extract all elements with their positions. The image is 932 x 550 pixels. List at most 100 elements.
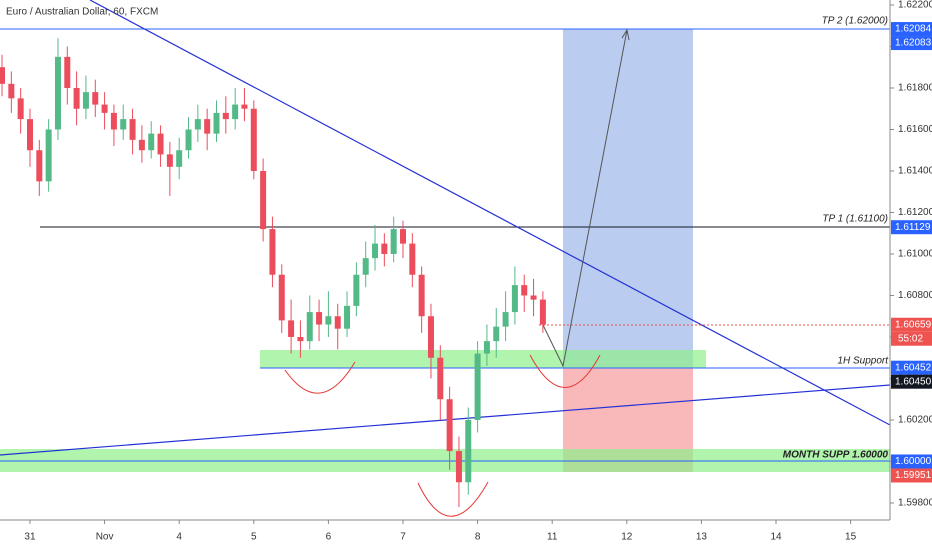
candle-body [120, 119, 127, 130]
candle-body [381, 243, 388, 254]
price-tag [891, 360, 932, 375]
candle-body [362, 258, 369, 275]
candle-body [54, 56, 61, 130]
candle-body [353, 274, 360, 306]
x-tick-label: 4 [176, 532, 182, 543]
candle-body [92, 92, 99, 105]
candle-body [455, 451, 462, 483]
candle-body [138, 139, 145, 151]
y-tick-label: 1.62200 [898, 0, 932, 11]
annotation: 1H Support [837, 356, 889, 367]
trend-line [0, 384, 891, 456]
candle-body [101, 104, 108, 113]
candle-body [260, 170, 267, 230]
candle-body [530, 295, 537, 300]
candle-body [372, 243, 379, 259]
target-zone [563, 29, 693, 368]
candle-body [185, 129, 192, 151]
price-tag-label: 1.60452 [895, 362, 932, 373]
price-tag-label: 1.62084 [895, 24, 932, 35]
candle-body [288, 320, 295, 337]
candle-body [232, 104, 239, 120]
candle-body [521, 285, 528, 296]
price-tag-label: 1.62083 [895, 38, 932, 49]
x-tick-label: 15 [845, 532, 857, 543]
x-tick-label: Nov [96, 532, 114, 543]
candle-body [64, 56, 71, 88]
price-tag-label: 1.60450 [895, 376, 932, 387]
candle-body [344, 305, 351, 329]
candle-body [110, 112, 117, 130]
price-tag [891, 36, 932, 51]
candle-body [26, 119, 33, 151]
candle-body [222, 112, 229, 120]
y-tick-label: 1.61800 [898, 83, 932, 94]
price-tag-label: 1.59951 [895, 470, 932, 481]
price-tag-label: 1.60659 [895, 319, 932, 330]
annotation: MONTH SUPP 1.60000 [783, 450, 889, 461]
x-tick-label: 11 [547, 532, 558, 543]
x-tick-label: 12 [621, 532, 633, 543]
price-tag [891, 220, 932, 235]
candle-body [483, 341, 490, 354]
candle-body [157, 133, 164, 155]
y-tick-label: 1.61000 [898, 249, 932, 260]
candle-body [539, 299, 546, 325]
x-tick-label: 8 [475, 532, 481, 543]
curve [417, 481, 489, 517]
y-tick-label: 1.59800 [898, 498, 932, 509]
candle-body [325, 316, 332, 325]
candle-body [148, 133, 155, 151]
candle-body [465, 419, 472, 483]
x-tick-label: 5 [251, 532, 257, 543]
candle-body [241, 104, 248, 109]
candle-body [17, 98, 24, 120]
price-tag-label: 1.61129 [895, 222, 931, 233]
candle-body [278, 274, 285, 321]
price-tag [891, 454, 932, 469]
y-tick-label: 1.60200 [898, 415, 932, 426]
trend-line [89, 0, 891, 426]
candle-body [176, 150, 183, 167]
candle-body [511, 285, 518, 313]
countdown-tag [891, 331, 932, 346]
candle-body [390, 229, 397, 254]
y-tick-label: 1.60800 [898, 290, 932, 301]
candle-body [0, 67, 6, 84]
candle-body [8, 83, 15, 99]
countdown: 55:02 [898, 333, 923, 344]
candle-body [493, 326, 500, 342]
x-tick-label: 7 [400, 532, 406, 543]
candle-body [82, 92, 89, 109]
candle-body [204, 119, 211, 134]
y-tick-label: 1.61600 [898, 124, 932, 135]
candle-body [166, 154, 173, 167]
support-zone [260, 350, 706, 368]
candle-body [427, 316, 434, 358]
candle-body [474, 353, 481, 420]
candle-body [437, 357, 444, 400]
price-tag [891, 374, 932, 389]
price-tag [891, 468, 932, 483]
x-tick-label: 6 [326, 532, 332, 543]
candle-body [250, 108, 257, 171]
candle-body [502, 312, 509, 327]
x-tick-label: 31 [24, 532, 36, 543]
price-tag-label: 1.60000 [895, 456, 932, 467]
path-arrow [542, 29, 628, 368]
price-tag [891, 22, 932, 37]
candle-body [334, 316, 341, 329]
curve [529, 354, 601, 388]
candle-body [129, 119, 136, 140]
candle-body [399, 229, 406, 244]
candle-body [446, 399, 453, 452]
y-tick-label: 1.61400 [898, 166, 932, 177]
candle-body [306, 312, 313, 342]
candle-body [297, 336, 304, 342]
candle-body [213, 112, 220, 134]
curve [284, 361, 356, 394]
arrow-head [621, 28, 630, 41]
candle-body [36, 150, 43, 182]
chart-title: Euro / Australian Dollar, 60, FXCM [6, 7, 158, 18]
